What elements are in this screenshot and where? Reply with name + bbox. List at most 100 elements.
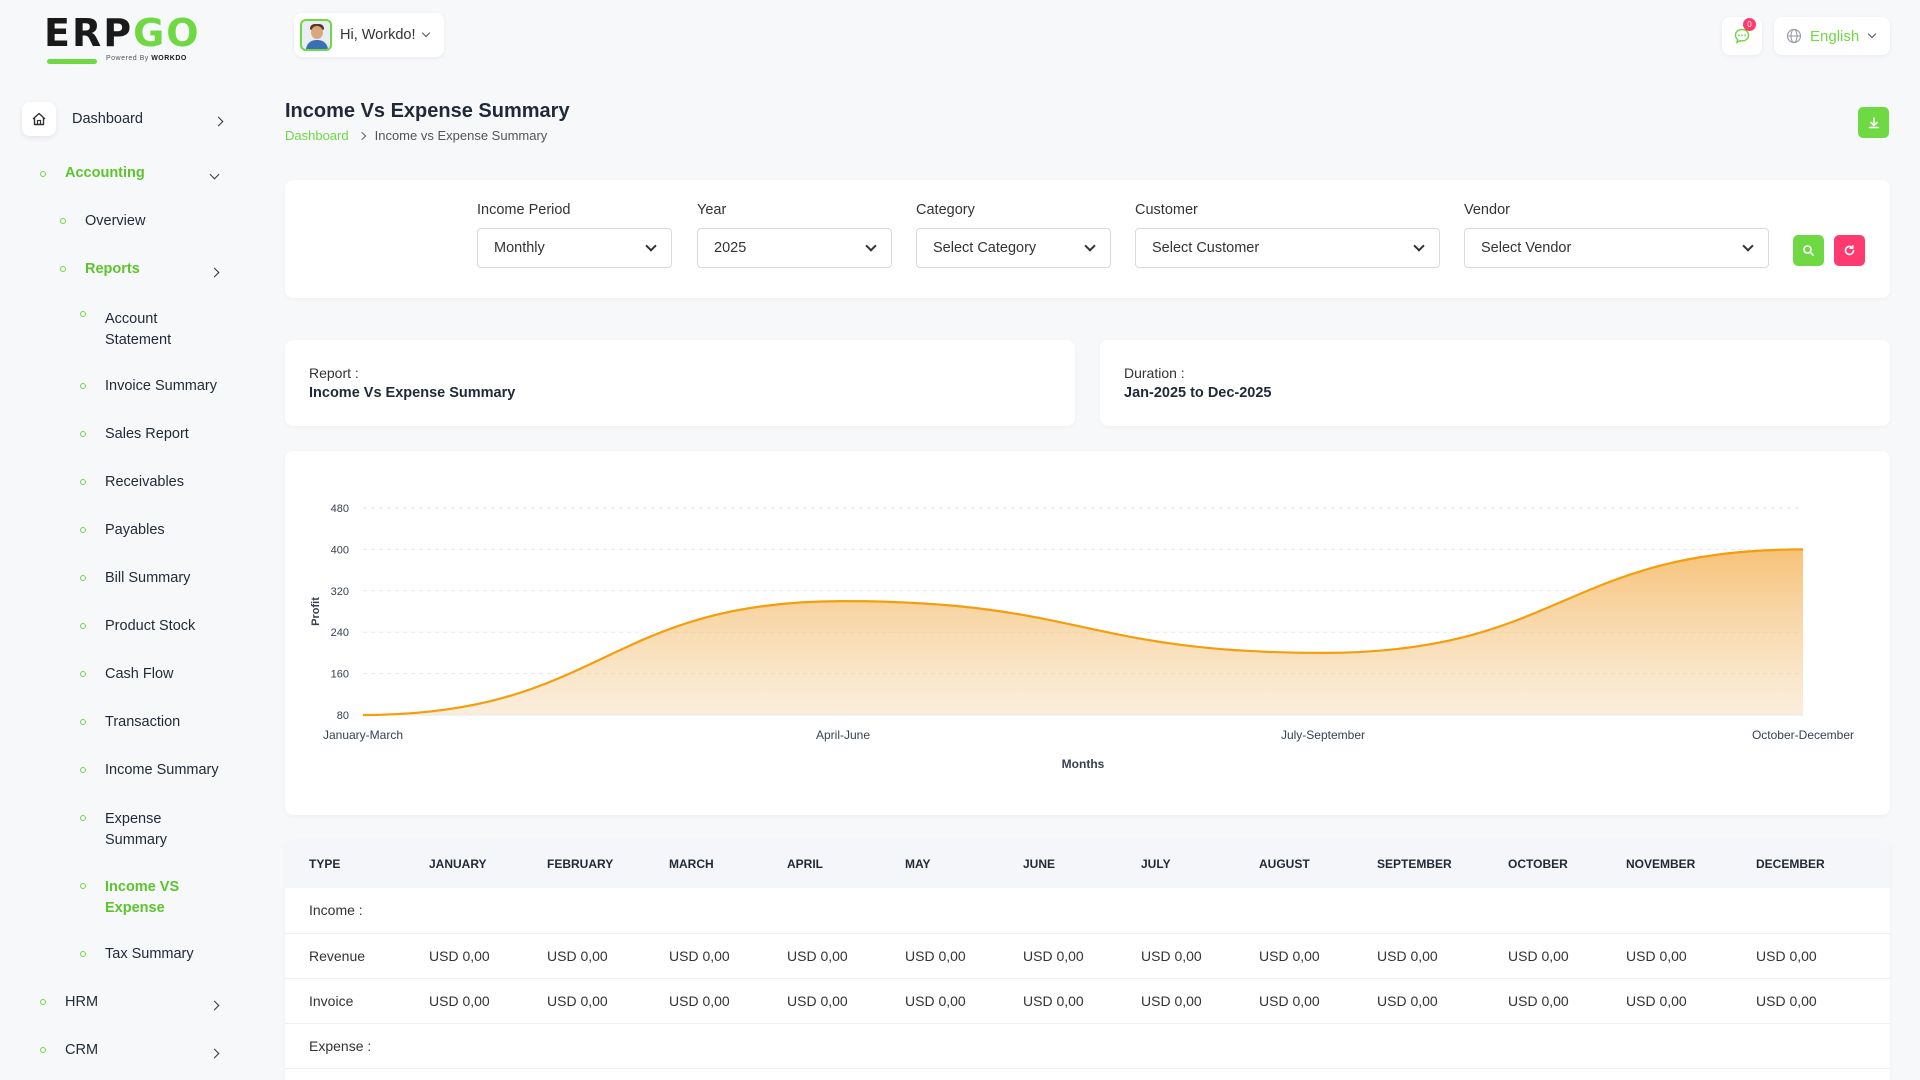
bullet-icon: [80, 815, 86, 821]
category-field: Category Select Category: [916, 202, 1111, 268]
amount-cell: USD 0,00: [1235, 978, 1353, 1024]
bullet-icon: [40, 1047, 46, 1053]
sidebar-item-label: Income Summary: [105, 762, 219, 778]
chevron-down-icon: [865, 239, 877, 252]
sidebar-item-label: CRM: [65, 1042, 99, 1058]
amount-cell: USD 0,00: [645, 933, 763, 979]
column-header: DECEMBER: [1756, 857, 1825, 871]
powered-name: WORKDO: [151, 55, 187, 62]
column-header: TYPE: [309, 857, 341, 871]
customer-select[interactable]: Select Customer: [1135, 228, 1440, 268]
column-header: NOVEMBER: [1626, 857, 1696, 871]
filter-card: Income Period Monthly Year 2025 Category…: [285, 180, 1890, 298]
sidebar-item-bill-summary[interactable]: Bill Summary: [105, 570, 190, 586]
category-select[interactable]: Select Category: [916, 228, 1111, 268]
amount-cell: USD 0,00: [999, 933, 1117, 979]
sidebar-item-accounting[interactable]: Accounting: [65, 165, 145, 181]
amount-cell: USD 0,00: [1353, 933, 1484, 979]
sidebar-item-label: Bill Summary: [105, 570, 191, 586]
sidebar-item-label: HRM: [65, 994, 99, 1010]
customer-field: Customer Select Customer: [1135, 202, 1440, 268]
sidebar-item-dashboard[interactable]: Dashboard: [72, 111, 143, 127]
logo-main-text: ERP: [44, 11, 134, 55]
sidebar-item-label: Reports: [85, 261, 140, 277]
amount-cell: USD 0,00: [1602, 978, 1732, 1024]
bullet-icon: [80, 527, 86, 533]
amount-cell: USD 0,00: [1732, 933, 1890, 979]
x-tick-label: January-March: [323, 728, 403, 742]
amount-cell: USD 0,00: [1117, 978, 1235, 1024]
sidebar-item-label: Cash Flow: [105, 666, 174, 682]
language-label: English: [1810, 27, 1860, 45]
year-select[interactable]: 2025: [697, 228, 892, 268]
reset-button[interactable]: [1834, 235, 1865, 266]
sidebar-item-label: Product Stock: [105, 618, 196, 634]
x-tick-label: October-December: [1752, 728, 1854, 742]
bullet-icon: [40, 999, 46, 1005]
notification-button[interactable]: 0: [1722, 17, 1762, 55]
chevron-down-icon: [209, 169, 220, 180]
sidebar-item-payables[interactable]: Payables: [105, 522, 165, 538]
year-field: Year 2025: [697, 202, 892, 268]
vendor-label: Vendor: [1464, 202, 1510, 218]
table-row: Revenue USD 0,00 USD 0,00 USD 0,00 USD 0,00 U…: [285, 933, 1890, 979]
sidebar-item-cash-flow[interactable]: Cash Flow: [105, 666, 174, 682]
chat-icon: [1734, 28, 1750, 44]
chevron-down-icon: [1742, 239, 1754, 252]
row-type-cell: Invoice: [285, 978, 405, 1024]
sidebar-item-crm[interactable]: CRM: [65, 1042, 98, 1058]
column-header: JUNE: [1023, 857, 1056, 871]
profit-area-chart: 80 160 240 320 400 480 January-March April-June…: [310, 503, 1854, 771]
sidebar-item-label: Payables: [105, 522, 165, 538]
expense-section-label: Expense :: [285, 1023, 1890, 1069]
sidebar-item-overview[interactable]: Overview: [85, 213, 145, 229]
sidebar-item-label: Sales Report: [105, 426, 189, 442]
user-menu[interactable]: Hi, Workdo!: [294, 13, 444, 57]
sidebar-item-sales-report[interactable]: Sales Report: [105, 426, 189, 442]
chevron-right-icon: [209, 1048, 220, 1059]
amount-cell: USD 0,00: [881, 933, 999, 979]
amount-cell: USD 0,00: [523, 978, 645, 1024]
logo-powered-by: Powered By WORKDO: [106, 55, 187, 62]
sidebar-item-reports[interactable]: Reports: [85, 261, 140, 277]
home-icon[interactable]: [22, 102, 56, 136]
breadcrumb-dashboard-link[interactable]: Dashboard: [285, 128, 349, 143]
sidebar-item-hrm[interactable]: HRM: [65, 994, 98, 1010]
sidebar-item-tax-summary[interactable]: Tax Summary: [105, 946, 194, 962]
sidebar-item-receivables[interactable]: Receivables: [105, 474, 184, 490]
column-header: MAY: [905, 857, 931, 871]
download-button[interactable]: [1858, 107, 1889, 138]
chevron-right-icon: [209, 1000, 220, 1011]
sidebar-item-income-vs-expense[interactable]: Income VS Expense: [105, 877, 205, 919]
avatar: [300, 19, 332, 51]
sidebar-item-transaction[interactable]: Transaction: [105, 714, 180, 730]
sidebar-item-label: Transaction: [105, 714, 181, 730]
amount-cell: USD 0,00: [1353, 978, 1484, 1024]
breadcrumb-current: Income vs Expense Summary: [374, 128, 548, 143]
sidebar-item-invoice-summary[interactable]: Invoice Summary: [105, 378, 217, 394]
bullet-icon: [80, 479, 86, 485]
vendor-select[interactable]: Select Vendor: [1464, 228, 1769, 268]
vendor-field: Vendor Select Vendor: [1464, 202, 1769, 268]
amount-cell: USD 0,00: [405, 978, 523, 1024]
table-section-row: Expense :: [285, 1023, 1890, 1069]
search-button[interactable]: [1793, 235, 1824, 266]
sidebar-item-product-stock[interactable]: Product Stock: [105, 618, 195, 634]
category-value: Select Category: [933, 240, 1037, 256]
amount-cell: USD 0,00: [763, 978, 881, 1024]
sidebar: ERPGO Powered By WORKDO Dashboard Accoun…: [0, 0, 256, 1080]
amount-cell: USD 0,00: [645, 978, 763, 1024]
erpgo-logo[interactable]: ERPGO Powered By WORKDO: [44, 14, 214, 70]
column-header: MARCH: [669, 857, 714, 871]
bullet-icon: [80, 575, 86, 581]
bullet-icon: [60, 218, 66, 224]
sidebar-item-account-statement[interactable]: Account Statement: [105, 309, 215, 351]
income-period-select[interactable]: Monthly: [477, 228, 672, 268]
y-tick-label: 320: [331, 586, 349, 598]
sidebar-item-income-summary[interactable]: Income Summary: [105, 762, 219, 778]
year-label: Year: [697, 202, 727, 218]
sidebar-item-expense-summary[interactable]: Expense Summary: [105, 809, 205, 851]
language-selector[interactable]: English: [1774, 17, 1890, 55]
sidebar-item-label: Accounting: [65, 165, 145, 181]
x-tick-label: July-September: [1281, 728, 1365, 742]
